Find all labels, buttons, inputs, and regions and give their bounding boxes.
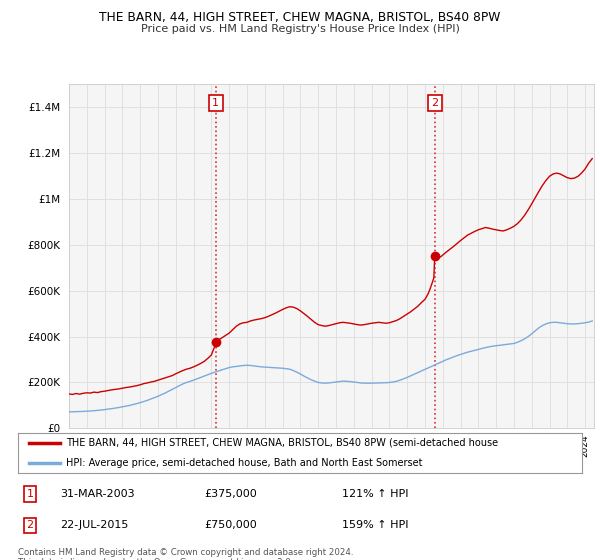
- Text: 31-MAR-2003: 31-MAR-2003: [60, 489, 134, 499]
- Text: 121% ↑ HPI: 121% ↑ HPI: [342, 489, 409, 499]
- Text: 2: 2: [431, 98, 438, 108]
- Text: THE BARN, 44, HIGH STREET, CHEW MAGNA, BRISTOL, BS40 8PW: THE BARN, 44, HIGH STREET, CHEW MAGNA, B…: [100, 11, 500, 24]
- Text: £750,000: £750,000: [204, 520, 257, 530]
- Text: 159% ↑ HPI: 159% ↑ HPI: [342, 520, 409, 530]
- Text: Price paid vs. HM Land Registry's House Price Index (HPI): Price paid vs. HM Land Registry's House …: [140, 24, 460, 34]
- Text: 2: 2: [26, 520, 34, 530]
- Text: 1: 1: [26, 489, 34, 499]
- Text: THE BARN, 44, HIGH STREET, CHEW MAGNA, BRISTOL, BS40 8PW (semi-detached house: THE BARN, 44, HIGH STREET, CHEW MAGNA, B…: [66, 438, 498, 448]
- Text: 22-JUL-2015: 22-JUL-2015: [60, 520, 128, 530]
- Text: HPI: Average price, semi-detached house, Bath and North East Somerset: HPI: Average price, semi-detached house,…: [66, 458, 422, 468]
- Text: £375,000: £375,000: [204, 489, 257, 499]
- Text: Contains HM Land Registry data © Crown copyright and database right 2024.
This d: Contains HM Land Registry data © Crown c…: [18, 548, 353, 560]
- Text: 1: 1: [212, 98, 220, 108]
